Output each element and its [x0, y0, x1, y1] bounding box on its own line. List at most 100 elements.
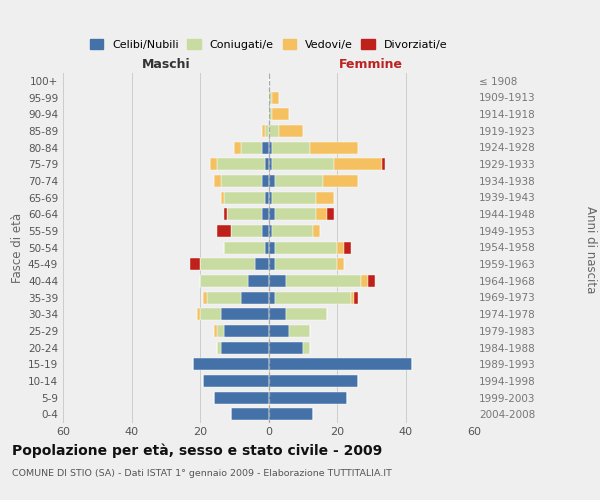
Bar	[262, 175, 269, 187]
Bar	[265, 158, 269, 170]
Bar	[279, 125, 303, 137]
Bar	[214, 325, 217, 337]
Bar	[200, 275, 248, 287]
Bar	[269, 408, 313, 420]
Text: Anni di nascita: Anni di nascita	[584, 206, 597, 294]
Bar	[361, 275, 368, 287]
Bar	[323, 175, 358, 187]
Bar	[210, 158, 217, 170]
Bar	[262, 225, 269, 237]
Bar	[269, 292, 275, 304]
Bar	[217, 342, 221, 353]
Bar	[269, 192, 272, 203]
Bar	[272, 192, 316, 203]
Bar	[269, 92, 272, 104]
Bar	[275, 258, 337, 270]
Bar	[190, 258, 200, 270]
Bar	[262, 208, 269, 220]
Bar	[265, 242, 269, 254]
Text: COMUNE DI STIO (SA) - Dati ISTAT 1° gennaio 2009 - Elaborazione TUTTITALIA.IT: COMUNE DI STIO (SA) - Dati ISTAT 1° genn…	[12, 469, 392, 478]
Bar	[214, 175, 221, 187]
Bar	[224, 192, 265, 203]
Bar	[217, 225, 231, 237]
Bar	[269, 158, 272, 170]
Bar	[327, 208, 334, 220]
Bar	[354, 292, 358, 304]
Bar	[221, 192, 224, 203]
Bar	[193, 358, 269, 370]
Bar	[227, 208, 262, 220]
Bar	[310, 142, 358, 154]
Bar	[203, 375, 269, 387]
Bar	[265, 192, 269, 203]
Bar	[262, 125, 265, 137]
Bar	[221, 175, 262, 187]
Bar	[275, 175, 323, 187]
Bar	[286, 308, 327, 320]
Bar	[272, 225, 313, 237]
Bar	[382, 158, 385, 170]
Bar	[224, 242, 265, 254]
Bar	[272, 158, 334, 170]
Bar	[368, 275, 374, 287]
Bar	[221, 308, 269, 320]
Y-axis label: Fasce di età: Fasce di età	[11, 212, 24, 282]
Bar	[337, 242, 344, 254]
Bar	[275, 292, 351, 304]
Bar	[269, 275, 286, 287]
Bar	[269, 308, 286, 320]
Bar	[207, 292, 241, 304]
Legend: Celibi/Nubili, Coniugati/e, Vedovi/e, Divorziati/e: Celibi/Nubili, Coniugati/e, Vedovi/e, Di…	[86, 36, 451, 54]
Bar	[221, 342, 269, 353]
Bar	[269, 175, 275, 187]
Bar	[255, 258, 269, 270]
Bar	[275, 242, 337, 254]
Bar	[269, 208, 275, 220]
Bar	[313, 225, 320, 237]
Bar	[234, 142, 241, 154]
Bar	[262, 142, 269, 154]
Bar	[269, 342, 303, 353]
Bar	[286, 275, 361, 287]
Bar	[269, 375, 358, 387]
Text: Femmine: Femmine	[339, 58, 403, 71]
Bar	[269, 125, 279, 137]
Bar	[344, 242, 351, 254]
Bar	[269, 225, 272, 237]
Bar	[275, 208, 316, 220]
Bar	[334, 158, 382, 170]
Bar	[269, 142, 272, 154]
Bar	[269, 258, 275, 270]
Bar	[269, 325, 289, 337]
Bar	[217, 325, 224, 337]
Bar	[217, 158, 265, 170]
Bar	[224, 325, 269, 337]
Bar	[272, 108, 289, 120]
Bar	[316, 192, 334, 203]
Bar	[241, 142, 262, 154]
Bar	[197, 308, 200, 320]
Bar	[350, 292, 354, 304]
Bar	[241, 292, 269, 304]
Bar	[224, 208, 227, 220]
Bar	[269, 108, 272, 120]
Bar	[272, 92, 279, 104]
Bar	[200, 258, 255, 270]
Bar	[289, 325, 310, 337]
Text: Popolazione per età, sesso e stato civile - 2009: Popolazione per età, sesso e stato civil…	[12, 444, 382, 458]
Bar	[203, 292, 207, 304]
Bar	[303, 342, 310, 353]
Bar	[272, 142, 310, 154]
Bar	[248, 275, 269, 287]
Bar	[231, 408, 269, 420]
Bar	[231, 225, 262, 237]
Text: Maschi: Maschi	[142, 58, 190, 71]
Bar	[214, 392, 269, 404]
Bar	[269, 242, 275, 254]
Bar	[269, 392, 347, 404]
Bar	[337, 258, 344, 270]
Bar	[269, 358, 412, 370]
Bar	[316, 208, 327, 220]
Bar	[265, 125, 269, 137]
Bar	[200, 308, 221, 320]
